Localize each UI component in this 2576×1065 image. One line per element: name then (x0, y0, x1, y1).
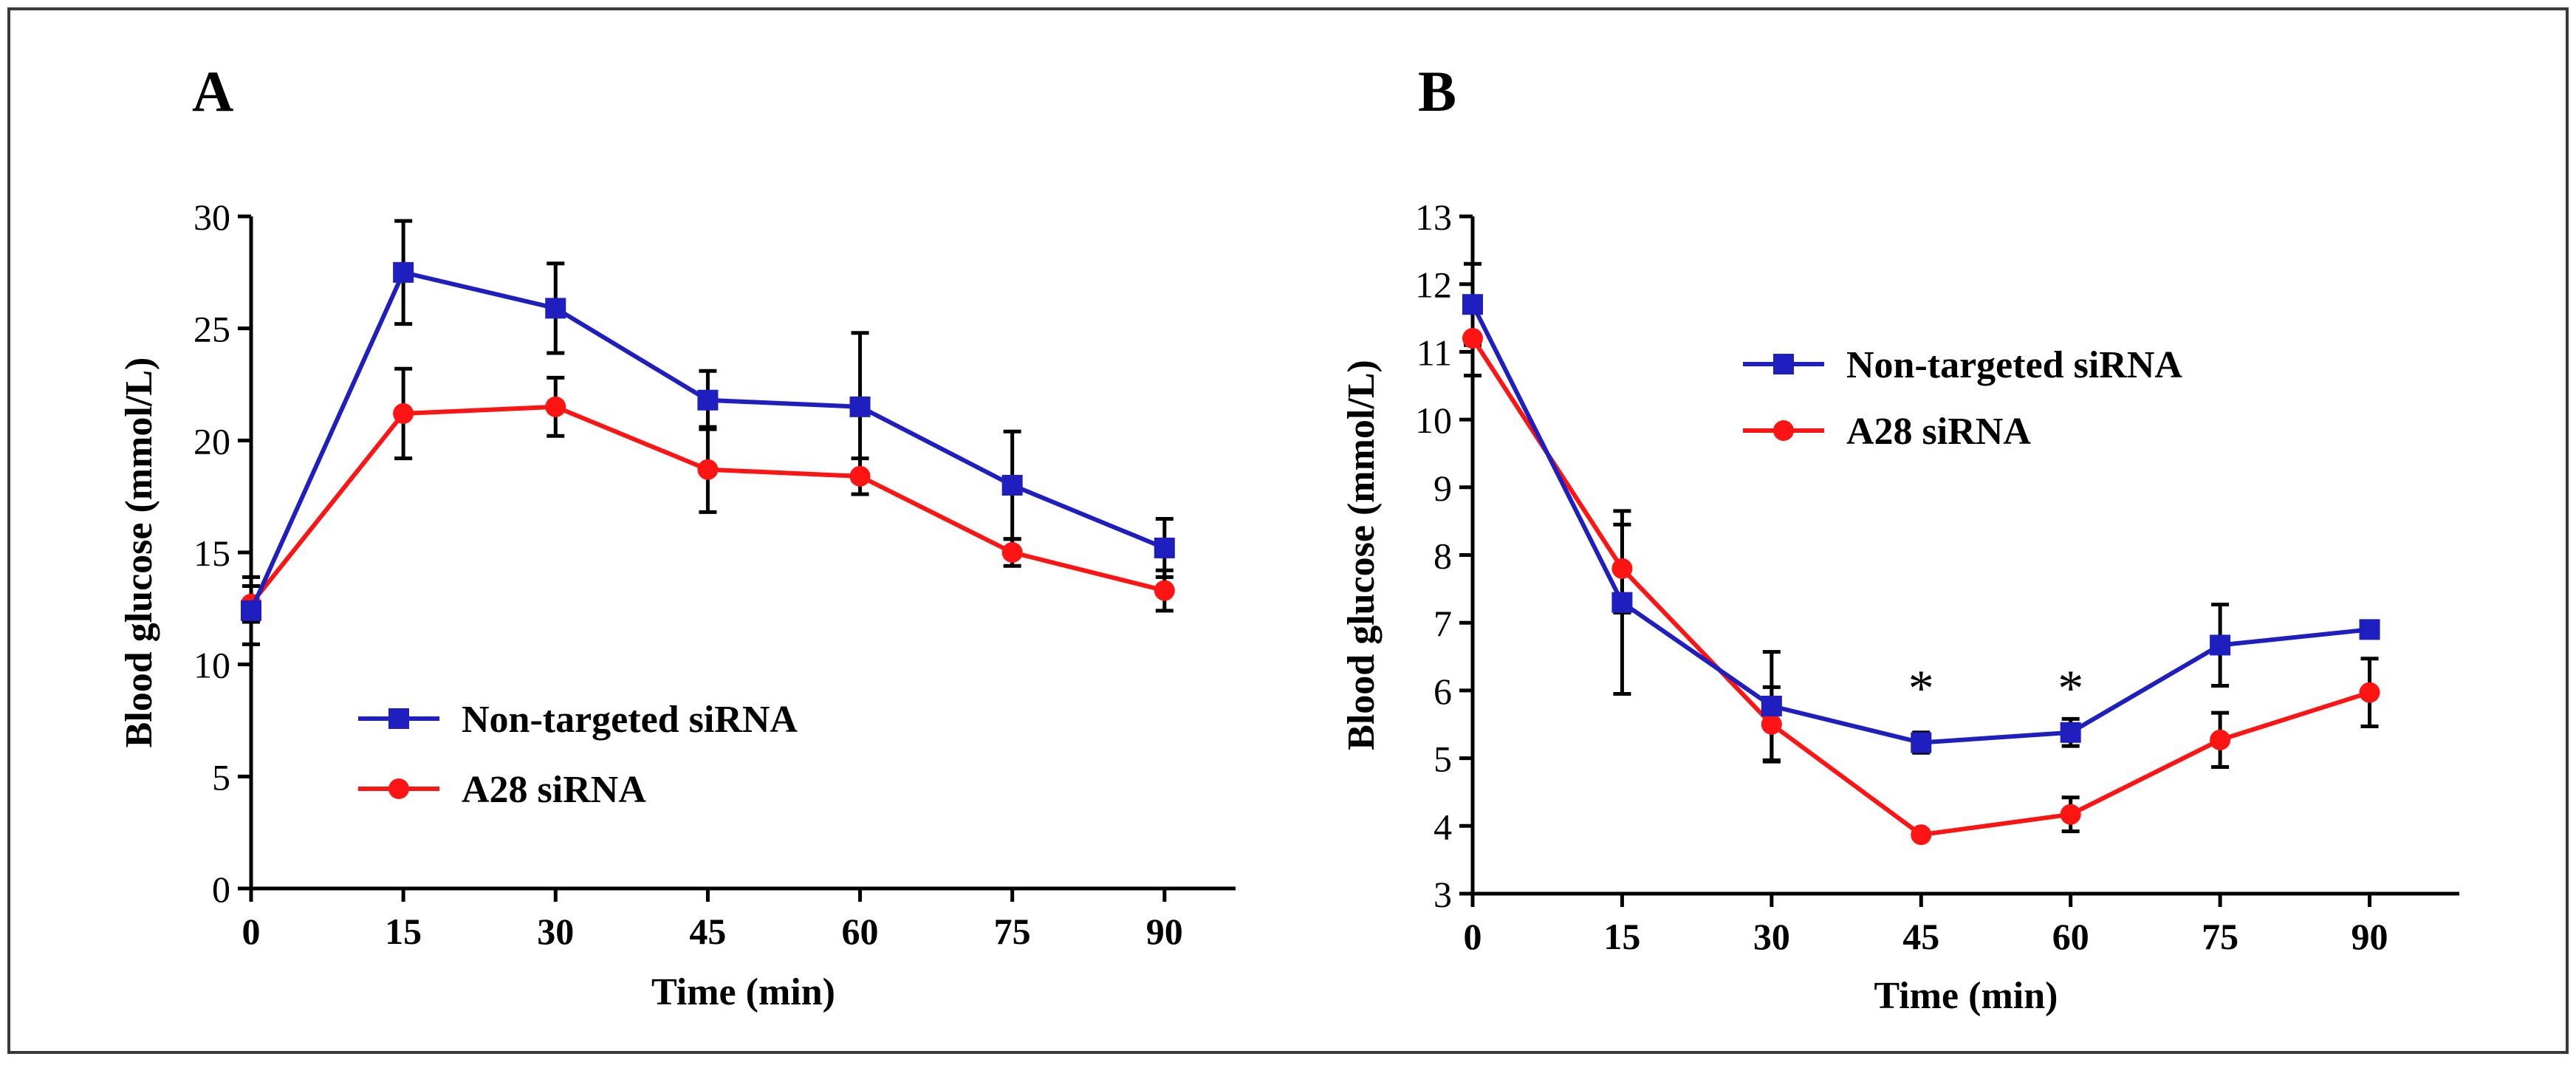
data-point (2060, 722, 2081, 743)
significance-asterisk: * (2058, 660, 2083, 717)
data-point (1911, 824, 1932, 846)
data-point (1154, 537, 1175, 558)
data-point (1611, 592, 1633, 613)
y-tick-label: 6 (1433, 671, 1452, 712)
data-point (1761, 695, 1782, 716)
legend-marker (388, 778, 409, 799)
y-tick-label: 8 (1433, 535, 1452, 577)
legend-label: Non-targeted siRNA (1846, 344, 2182, 386)
data-point (2210, 729, 2231, 750)
legend-marker (1773, 354, 1794, 374)
y-tick-label: 12 (1415, 264, 1452, 306)
panel-label: A (192, 59, 233, 123)
data-point (393, 261, 414, 283)
significance-asterisk: * (1908, 660, 1934, 717)
x-tick-label: 0 (242, 911, 261, 952)
x-tick-label: 15 (1603, 916, 1640, 957)
x-tick-label: 0 (1464, 916, 1482, 957)
x-tick-label: 90 (1146, 911, 1183, 952)
data-point (697, 389, 719, 411)
x-tick-label: 30 (1753, 916, 1790, 957)
x-tick-label: 45 (1902, 916, 1939, 957)
legend: Non-targeted siRNA A28 siRNA (358, 699, 798, 811)
data-point (1611, 558, 1633, 579)
y-tick-label: 30 (193, 196, 230, 238)
x-tick-label: 75 (994, 911, 1031, 952)
y-tick-label: 4 (1433, 806, 1452, 847)
data-point (2060, 804, 2081, 825)
x-tick-label: 30 (537, 911, 574, 952)
legend-marker (1773, 420, 1794, 441)
data-point (393, 403, 414, 424)
figure-frame (7, 7, 2569, 1054)
legend: Non-targeted siRNA A28 siRNA (1743, 344, 2182, 453)
y-tick-label: 0 (212, 869, 230, 910)
y-tick-label: 10 (193, 645, 230, 686)
y-tick-label: 9 (1433, 468, 1452, 509)
data-point (849, 396, 871, 417)
data-point (2359, 619, 2380, 640)
data-point (1911, 732, 1932, 753)
data-point (849, 465, 871, 487)
x-tick-label: 75 (2202, 916, 2238, 957)
legend-label: Non-targeted siRNA (462, 699, 798, 741)
y-tick-label: 5 (1433, 739, 1452, 780)
panel-a: A 0 5 10 15 20 25 30 0 15 30 45 60 75 90 Time (min) Bloo… (118, 59, 1236, 1013)
x-tick-label: 45 (689, 911, 726, 952)
data-point (1462, 294, 1483, 315)
y-axis-title: Blood glucose (mmol/L) (118, 357, 160, 748)
data-point (1462, 328, 1483, 349)
x-axis-title: Time (min) (1874, 975, 2058, 1017)
data-point (1001, 475, 1023, 496)
data-point (241, 600, 261, 621)
y-tick-label: 3 (1433, 874, 1452, 915)
data-point (545, 396, 566, 417)
data-point (2359, 682, 2380, 703)
y-tick-label: 13 (1415, 196, 1452, 238)
y-tick-label: 5 (212, 756, 230, 798)
x-axis-title: Time (min) (651, 971, 835, 1013)
y-tick-label: 15 (193, 532, 230, 574)
legend-marker (388, 708, 409, 729)
data-point (1154, 580, 1175, 601)
x-tick-label: 60 (842, 911, 879, 952)
data-point (1001, 542, 1023, 563)
x-tick-label: 60 (2052, 916, 2089, 957)
y-tick-label: 10 (1415, 400, 1452, 441)
legend-label: A28 siRNA (1846, 411, 2031, 453)
panel-label: B (1418, 59, 1456, 123)
y-tick-label: 7 (1433, 603, 1452, 644)
y-tick-label: 25 (193, 309, 230, 350)
y-tick-label: 11 (1417, 332, 1452, 373)
y-axis-title: Blood glucose (mmol/L) (1340, 360, 1383, 750)
legend-label: A28 siRNA (462, 769, 646, 811)
x-tick-label: 90 (2351, 916, 2388, 957)
data-point (697, 459, 719, 480)
data-point (545, 298, 566, 319)
x-tick-label: 15 (385, 911, 422, 952)
y-tick-label: 20 (193, 420, 230, 462)
data-point (1761, 713, 1782, 735)
data-point (2210, 634, 2231, 656)
